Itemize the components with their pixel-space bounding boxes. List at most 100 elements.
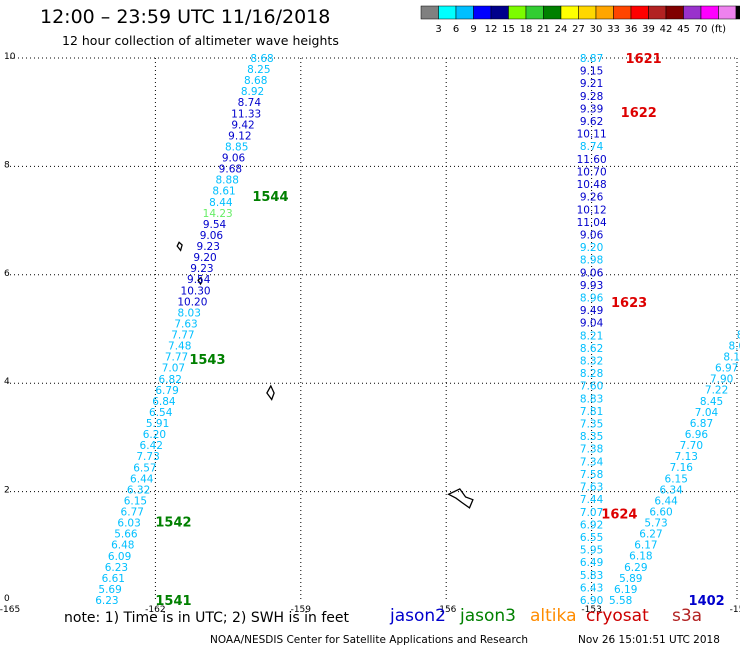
satellite-name: jason2 [390,606,446,626]
wave-height-label: 6.20 [143,429,166,441]
wave-height-label: 7.58 [580,469,603,481]
wave-height-label: 7.34 [580,456,604,468]
wave-height-label: 8.35 [580,431,603,443]
legend-label: 70 [695,24,708,35]
wave-height-label: 7.07 [162,363,185,375]
time-label: 1621 [626,52,662,67]
wave-height-label: 6.29 [624,562,647,574]
wave-height-label: 9.15 [580,66,603,78]
wave-height-label: 7.22 [705,385,728,397]
time-label: 1541 [155,594,191,609]
wave-height-label: 8.87 [580,53,603,65]
wave-height-label: 8.21 [580,330,603,342]
wave-height-label: 6.17 [634,540,657,552]
wave-height-label: 6.09 [108,551,131,563]
wave-height-label: 9.54 [187,274,211,286]
wave-height-label: 9.20 [580,242,603,254]
legend-label: 21 [537,24,550,35]
wave-height-label: 10.30 [181,285,211,297]
wave-height-label: 6.90 [580,595,603,607]
y-tick-label: 4 [4,377,10,387]
island-outline [447,488,474,509]
legend-swatch [735,5,740,20]
wave-height-label: 6.44 [130,473,154,485]
wave-height-tracks: 6.235.696.616.236.096.485.666.036.776.15… [95,53,740,607]
color-legend: 3 6 9 12 15 18 21 24 27 30 33 36 39 42 45 70 (ft) [420,5,740,35]
wave-height-label: 6.15 [124,495,147,507]
legend-swatch [438,5,457,20]
legend-swatch [718,5,737,20]
wave-height-label: 6.79 [155,385,178,397]
legend-swatch [613,5,632,20]
wave-height-label: 9.93 [580,280,603,292]
wave-height-label: 6.61 [102,573,125,585]
y-tick-label: 8 [4,160,10,170]
wave-height-label: 7.63 [174,318,197,330]
wave-height-label: 8.62 [580,343,603,355]
x-tick-label: -159 [291,605,312,615]
wave-height-label: 11.60 [577,154,607,166]
time-labels: 1541 1542 1543 1544 1621 1622 1623 1624 1402 [155,52,724,609]
legend-swatch [543,5,562,20]
legend-label: 27 [572,24,585,35]
wave-height-label: 10.20 [177,296,207,308]
wave-height-label: 8.03 [178,307,201,319]
satellite-s3a: s3a [672,606,702,626]
wave-height-label: 8.96 [580,292,604,304]
y-tick-label: 6 [4,269,10,279]
wave-height-label: 7.70 [680,440,703,452]
legend-label: 24 [555,24,568,35]
legend-label: 3 [435,24,441,35]
satellite-jason3: jason3 [460,606,516,626]
time-label: 1402 [689,594,725,609]
wave-height-label: 6.43 [580,582,603,594]
island-outline [197,276,203,286]
island-outline [176,241,183,252]
wave-height-label: 7.16 [670,462,694,474]
wave-height-label: 9.06 [222,153,246,165]
wave-height-label: 9.04 [580,318,604,330]
wave-height-label: 8.45 [700,396,723,408]
wave-height-label: 6.42 [140,440,163,452]
legend-swatch [683,5,702,20]
wave-height-label: 6.96 [685,429,709,441]
wave-height-label: 8.85 [225,141,248,153]
legend-swatch [455,5,474,20]
wave-height-label: 6.55 [580,532,603,544]
x-tick-label: -165 [0,605,20,615]
legend-swatch [700,5,719,20]
wave-height-label: 8.98 [580,255,603,267]
time-label: 1543 [189,353,225,368]
wave-height-label: 6.49 [580,557,603,569]
wave-height-label: 7.81 [580,406,603,418]
wave-height-label: 10.48 [577,179,607,191]
legend-swatch [508,5,527,20]
island-outlines [176,241,474,509]
satellite-name: altika [530,606,577,626]
legend-label: 42 [660,24,673,35]
legend-swatch [473,5,492,20]
wave-height-label: 9.23 [197,241,220,253]
wave-height-label: 11.04 [577,217,607,229]
legend-label: 18 [520,24,533,35]
legend-swatch [578,5,597,20]
wave-height-label: 8.88 [216,175,239,187]
axis-labels: -165 -162 -159 -156 -153 -15 0 2 4 6 8 10 [0,52,740,615]
wave-height-label: 7.60 [580,381,603,393]
wave-height-label: 7.73 [136,451,159,463]
wave-height-label: 9.12 [228,130,251,142]
time-label: 1624 [601,507,637,522]
wave-height-label: 7.77 [171,330,194,342]
wave-height-label: 9.68 [219,164,242,176]
wave-height-label: 8.44 [209,197,233,209]
wave-height-label: 14.23 [203,208,233,220]
wave-height-label: 6.15 [665,473,688,485]
wave-height-label: 6.54 [149,407,173,419]
wave-height-label: 9.28 [580,91,603,103]
wave-height-label: 6.84 [152,396,176,408]
wave-height-label: 8.92 [241,86,264,98]
chart-subtitle: 12 hour collection of altimeter wave hei… [62,33,339,48]
wave-height-label: 10.11 [577,129,607,141]
wave-height-label: 7.38 [580,444,603,456]
wave-height-label: 7.63 [580,482,603,494]
